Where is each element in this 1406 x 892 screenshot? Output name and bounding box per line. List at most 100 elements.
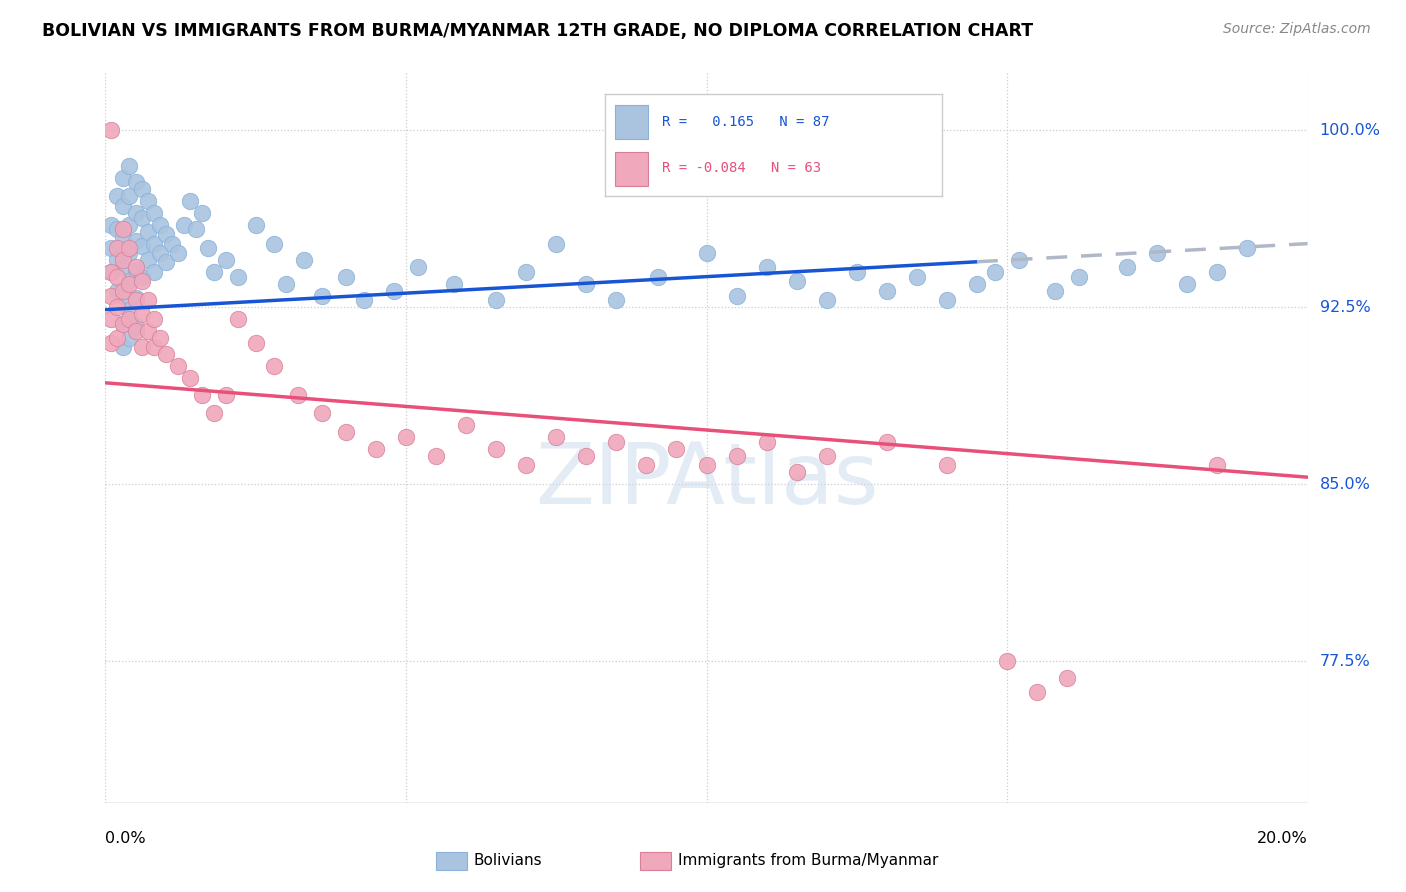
Point	[124, 293, 146, 308]
Point	[605, 293, 627, 308]
Point	[905, 269, 928, 284]
Point	[118, 159, 141, 173]
Point	[100, 335, 122, 350]
Text: 20.0%: 20.0%	[1257, 831, 1308, 847]
Point	[179, 194, 201, 208]
Point	[636, 458, 658, 473]
Point	[696, 246, 718, 260]
Point	[148, 218, 170, 232]
Point	[815, 293, 838, 308]
Point	[160, 236, 183, 251]
Point	[226, 312, 249, 326]
Point	[1008, 253, 1031, 268]
Point	[112, 229, 135, 244]
Point	[107, 269, 129, 284]
Point	[311, 407, 333, 421]
Point	[546, 236, 568, 251]
Point	[124, 260, 146, 275]
Point	[148, 246, 170, 260]
Bar	[614, 153, 648, 186]
Text: 92.5%: 92.5%	[1320, 300, 1371, 315]
Point	[263, 359, 285, 374]
Point	[1206, 458, 1229, 473]
Point	[184, 222, 207, 236]
Point	[190, 206, 212, 220]
Text: BOLIVIAN VS IMMIGRANTS FROM BURMA/MYANMAR 12TH GRADE, NO DIPLOMA CORRELATION CHA: BOLIVIAN VS IMMIGRANTS FROM BURMA/MYANMA…	[42, 22, 1033, 40]
Point	[984, 265, 1007, 279]
Text: ZIPAtlas: ZIPAtlas	[534, 440, 879, 523]
Point	[131, 239, 153, 253]
Point	[136, 324, 159, 338]
Point	[124, 175, 146, 189]
Point	[647, 269, 669, 284]
Point	[136, 225, 159, 239]
Point	[190, 387, 212, 401]
Point	[786, 466, 808, 480]
Point	[155, 255, 177, 269]
Text: Bolivians: Bolivians	[474, 854, 543, 868]
Point	[142, 236, 165, 251]
Point	[124, 262, 146, 277]
Point	[755, 434, 778, 449]
Point	[443, 277, 465, 291]
Point	[131, 274, 153, 288]
Point	[100, 265, 122, 279]
Point	[406, 260, 429, 275]
Point	[112, 199, 135, 213]
Point	[425, 449, 447, 463]
Point	[179, 371, 201, 385]
Point	[112, 317, 135, 331]
Point	[1026, 685, 1049, 699]
Point	[112, 284, 135, 298]
Point	[107, 241, 129, 255]
Point	[112, 170, 135, 185]
Point	[107, 284, 129, 298]
Point	[197, 241, 219, 255]
Point	[100, 312, 122, 326]
Point	[118, 246, 141, 260]
Point	[124, 291, 146, 305]
Point	[112, 253, 135, 268]
Point	[382, 284, 405, 298]
Point	[155, 347, 177, 361]
Point	[311, 288, 333, 302]
Point	[214, 253, 236, 268]
Point	[696, 458, 718, 473]
Point	[131, 211, 153, 225]
Point	[100, 288, 122, 302]
Point	[118, 274, 141, 288]
Point	[131, 182, 153, 196]
Point	[876, 284, 898, 298]
Point	[107, 189, 129, 203]
Point	[515, 265, 537, 279]
Point	[725, 449, 748, 463]
Point	[142, 265, 165, 279]
Point	[118, 189, 141, 203]
Point	[202, 407, 225, 421]
Point	[202, 265, 225, 279]
Point	[136, 253, 159, 268]
Point	[454, 418, 477, 433]
Point	[107, 222, 129, 236]
Point	[226, 269, 249, 284]
Point	[118, 302, 141, 317]
Point	[815, 449, 838, 463]
Point	[335, 269, 357, 284]
Point	[395, 430, 418, 444]
Point	[876, 434, 898, 449]
Point	[274, 277, 297, 291]
Text: 77.5%: 77.5%	[1320, 654, 1371, 669]
Point	[118, 331, 141, 345]
Point	[112, 340, 135, 354]
Text: Source: ZipAtlas.com: Source: ZipAtlas.com	[1223, 22, 1371, 37]
Point	[136, 194, 159, 208]
Point	[118, 277, 141, 291]
Point	[155, 227, 177, 242]
Point	[173, 218, 195, 232]
Point	[124, 324, 146, 338]
Point	[131, 269, 153, 284]
Point	[485, 293, 508, 308]
Point	[124, 234, 146, 248]
Text: Immigrants from Burma/Myanmar: Immigrants from Burma/Myanmar	[678, 854, 938, 868]
Point	[1069, 269, 1091, 284]
